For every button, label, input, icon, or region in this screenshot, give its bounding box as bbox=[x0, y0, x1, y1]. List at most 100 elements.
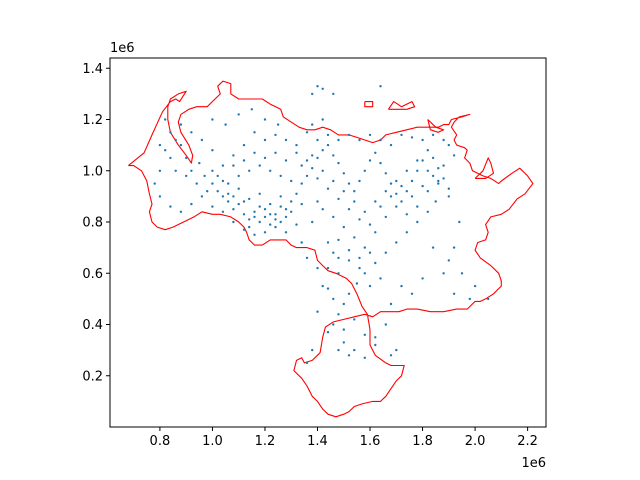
data-point-221 bbox=[232, 195, 235, 198]
data-point-230 bbox=[295, 151, 298, 154]
data-point-256 bbox=[374, 343, 377, 347]
island-boundary-4 bbox=[474, 157, 495, 179]
data-point-23 bbox=[279, 220, 282, 224]
data-point-125 bbox=[169, 156, 172, 160]
data-point-149 bbox=[300, 164, 303, 167]
data-point-254 bbox=[353, 318, 356, 321]
data-point-31 bbox=[321, 149, 324, 152]
data-point-129 bbox=[169, 205, 172, 208]
data-point-171 bbox=[452, 292, 456, 295]
data-point-176 bbox=[400, 284, 403, 288]
data-point-169 bbox=[487, 297, 490, 301]
data-point-4 bbox=[174, 138, 177, 142]
data-point-138 bbox=[263, 231, 267, 234]
data-point-154 bbox=[353, 200, 356, 203]
data-point-74 bbox=[384, 323, 387, 326]
data-point-187 bbox=[316, 85, 319, 88]
data-point-80 bbox=[326, 266, 330, 270]
axes-frame bbox=[109, 57, 547, 428]
data-point-36 bbox=[347, 182, 351, 185]
data-point-121 bbox=[211, 149, 214, 152]
data-point-94 bbox=[405, 213, 408, 216]
data-point-42 bbox=[379, 161, 382, 165]
data-point-28 bbox=[305, 174, 309, 178]
data-point-145 bbox=[258, 164, 261, 167]
data-point-133 bbox=[211, 205, 214, 208]
data-point-50 bbox=[421, 159, 424, 162]
data-point-239 bbox=[389, 195, 393, 198]
data-point-227 bbox=[263, 156, 267, 160]
data-point-178 bbox=[379, 277, 382, 280]
data-point-258 bbox=[347, 354, 351, 357]
data-point-177 bbox=[389, 302, 393, 306]
y-tick-label: 0.4 bbox=[82, 318, 103, 333]
x-tick-label: 1.6 bbox=[360, 434, 381, 449]
data-point-90 bbox=[363, 246, 366, 249]
data-point-68 bbox=[332, 323, 335, 326]
x-tick-label: 2.0 bbox=[465, 434, 486, 449]
data-point-102 bbox=[410, 136, 414, 139]
data-point-181 bbox=[347, 259, 351, 262]
data-point-34 bbox=[337, 161, 340, 165]
data-point-245 bbox=[452, 154, 456, 157]
data-point-39 bbox=[363, 169, 366, 172]
data-point-13 bbox=[227, 200, 230, 203]
data-point-35 bbox=[342, 172, 345, 175]
data-point-215 bbox=[274, 218, 277, 221]
data-point-222 bbox=[221, 179, 225, 183]
data-point-123 bbox=[190, 131, 193, 134]
data-point-72 bbox=[363, 356, 366, 359]
data-point-97 bbox=[437, 182, 440, 185]
data-point-211 bbox=[300, 202, 303, 206]
data-point-188 bbox=[321, 87, 324, 91]
data-point-131 bbox=[190, 202, 193, 206]
data-point-136 bbox=[242, 228, 246, 231]
data-point-49 bbox=[416, 169, 419, 172]
data-point-87 bbox=[332, 215, 335, 219]
data-point-228 bbox=[274, 151, 277, 154]
data-point-108 bbox=[347, 133, 351, 137]
data-point-48 bbox=[410, 179, 414, 183]
data-point-117 bbox=[253, 131, 256, 134]
data-point-140 bbox=[284, 231, 288, 234]
data-point-91 bbox=[374, 231, 377, 234]
data-point-198 bbox=[164, 118, 167, 121]
data-point-251 bbox=[368, 251, 372, 254]
data-point-168 bbox=[473, 284, 477, 288]
data-point-160 bbox=[416, 159, 419, 162]
data-point-18 bbox=[253, 210, 256, 213]
x-tick-label: 0.8 bbox=[150, 434, 171, 449]
data-point-82 bbox=[337, 238, 340, 242]
data-point-255 bbox=[363, 333, 366, 336]
data-point-151 bbox=[321, 169, 324, 172]
data-point-122 bbox=[200, 138, 204, 142]
data-point-105 bbox=[379, 138, 382, 142]
data-point-115 bbox=[274, 133, 277, 137]
data-point-212 bbox=[242, 200, 246, 203]
data-point-14 bbox=[232, 208, 235, 211]
island-boundary-3 bbox=[427, 119, 445, 133]
data-point-183 bbox=[326, 287, 330, 290]
data-point-243 bbox=[431, 174, 435, 178]
data-point-246 bbox=[316, 200, 319, 203]
data-point-37 bbox=[353, 190, 356, 193]
data-point-231 bbox=[305, 159, 309, 162]
data-point-25 bbox=[290, 200, 293, 203]
data-point-194 bbox=[237, 113, 240, 116]
data-point-92 bbox=[384, 215, 387, 219]
data-point-226 bbox=[253, 151, 256, 154]
data-point-241 bbox=[410, 195, 414, 198]
data-point-54 bbox=[442, 177, 445, 180]
data-point-83 bbox=[305, 256, 309, 260]
data-point-76 bbox=[305, 361, 309, 365]
data-point-64 bbox=[355, 282, 359, 285]
data-point-232 bbox=[316, 177, 319, 180]
x-axis-ticks: 0.8 1.0 1.2 1.4 1.6 1.8 2.0 2.2 bbox=[150, 427, 538, 449]
data-point-22 bbox=[274, 213, 277, 216]
data-point-229 bbox=[284, 159, 288, 162]
data-point-2 bbox=[164, 149, 167, 152]
data-point-101 bbox=[421, 138, 424, 142]
x-offset-label: 1e6 bbox=[521, 456, 546, 471]
data-point-249 bbox=[347, 249, 351, 252]
data-point-95 bbox=[416, 205, 419, 208]
